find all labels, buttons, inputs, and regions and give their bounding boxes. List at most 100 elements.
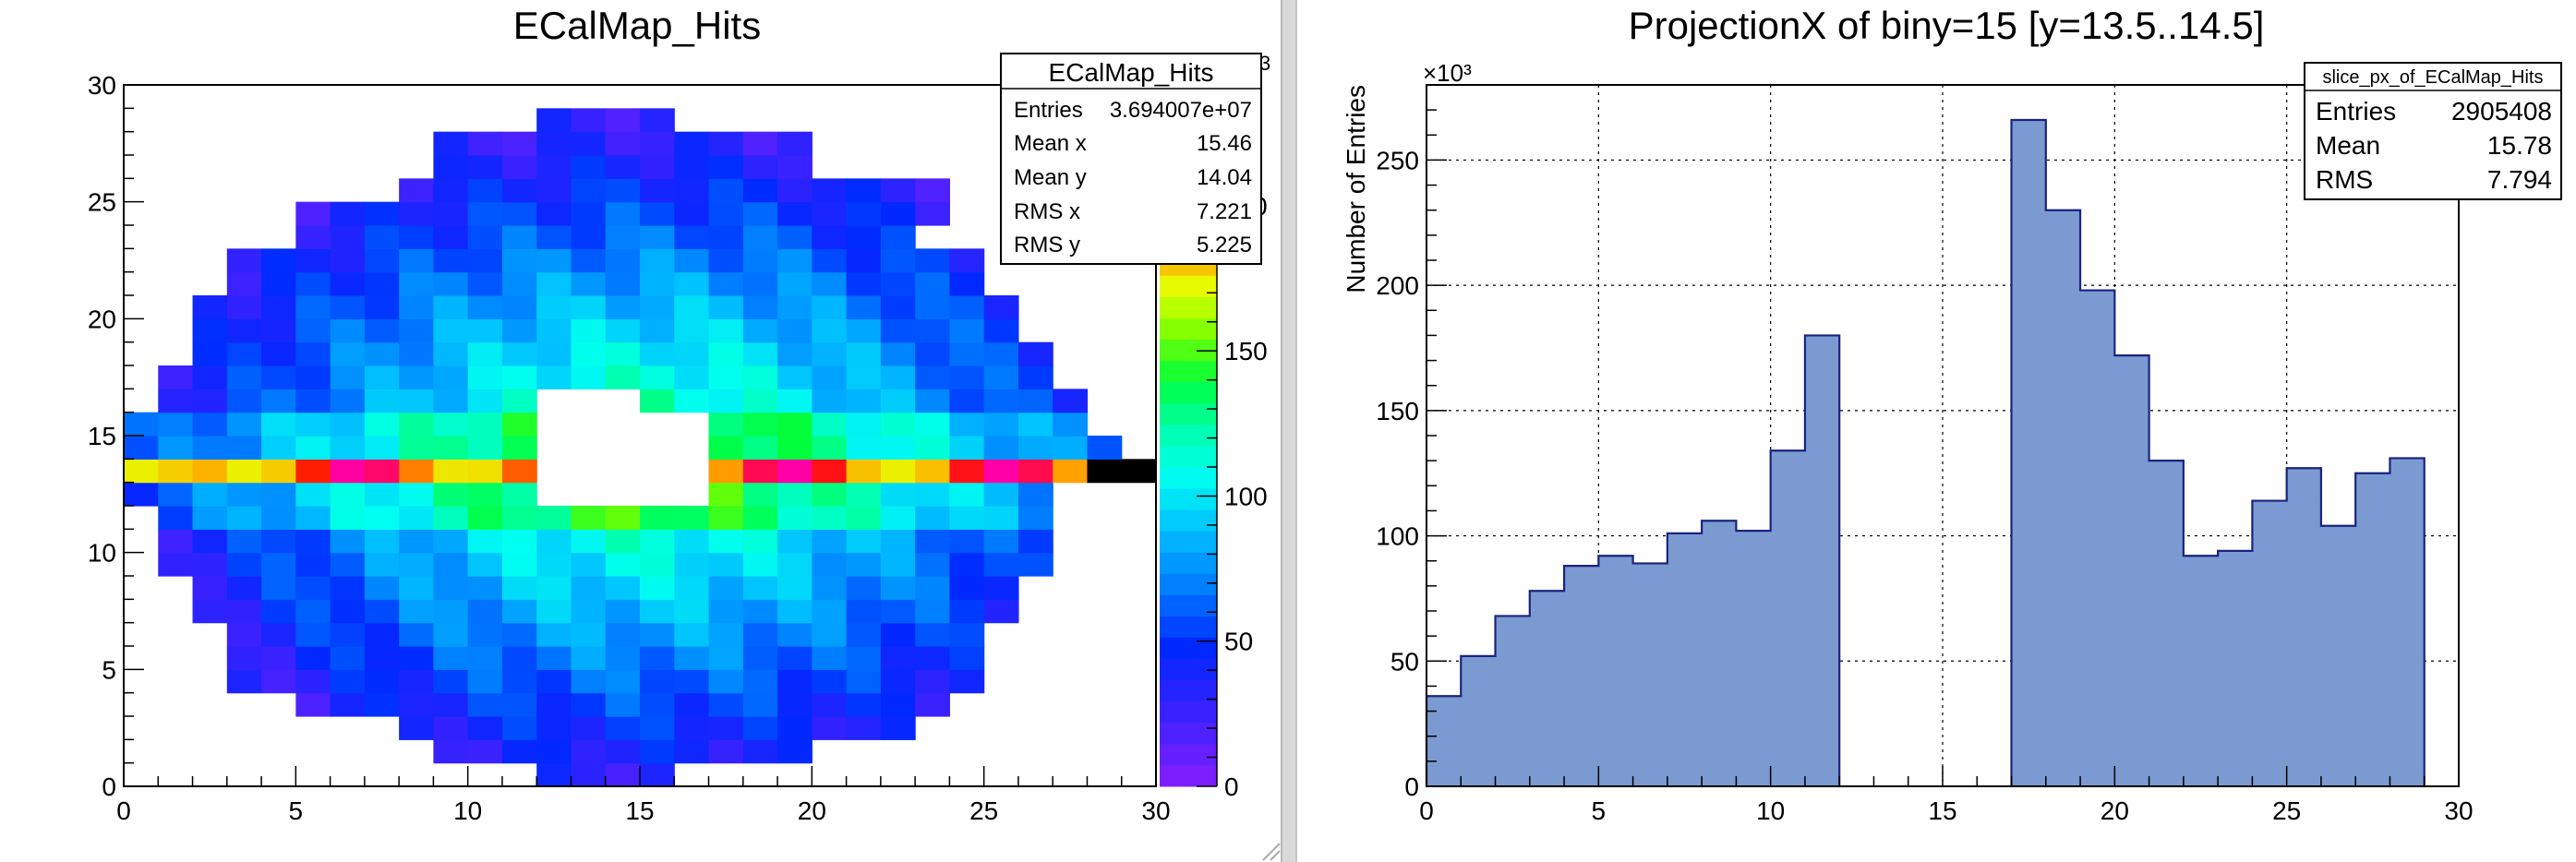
palette-tick-label: 150 [1224,337,1268,365]
projection-panel: ProjectionX of biny=15 [y=13.5..14.5] 0 5… [1342,4,2562,825]
heatmap-cell [501,576,537,600]
heatmap-cell [640,576,675,600]
palette-swatch [1160,424,1217,447]
heatmap-cell [536,716,572,740]
heatmap-cell [295,459,331,484]
heatmap-cell [571,716,607,740]
palette-swatch [1160,594,1217,617]
heatmap-cell [364,271,400,296]
heatmap-cell [295,506,331,530]
histogram-bar [2149,461,2185,786]
heatmap-cell [880,248,916,273]
heatmap-cell [192,318,228,343]
heatmap-cell [295,271,331,296]
resize-grip-icon[interactable] [1262,843,1281,861]
heatmap-cell [846,482,882,507]
projection-y-tick-label: 250 [1376,146,1419,174]
palette-tick-label: 0 [1224,772,1239,801]
heatmap-cell [226,412,262,437]
heatmap-cell [399,389,434,413]
heatmap-cell [330,506,366,530]
heatmap-cell [501,155,537,179]
palette-swatch [1160,743,1217,766]
heatmap-cell [330,529,366,554]
heatmap-cell [949,271,985,296]
heatmap-cell [949,622,985,647]
heatmap-cell [812,436,848,460]
heatmap-cell [742,739,778,764]
heatmap-cell [226,318,262,343]
projection-x-tick-label: 20 [2101,796,2129,825]
projection-ylabel: Number of Entries [1342,85,1370,293]
heatmap-cell [605,762,641,787]
heatmap-cell [467,529,503,554]
heatmap-cell [330,295,366,319]
heatmap-cell [399,271,434,296]
heatmap-cell [536,622,572,647]
projection-x-tick-label: 10 [1756,796,1785,825]
heatmap-cell [364,295,400,319]
panel-splitter[interactable] [1282,0,1296,862]
heatmap-cell [261,646,296,670]
heatmap-cell [501,412,537,437]
heatmap-cell [536,365,572,389]
heatmap-cell [571,155,607,179]
heatmap-cell [846,271,882,296]
heatmap-cell [330,552,366,577]
heatmap-cell [295,225,331,249]
heatmap-cell [295,365,331,389]
heatmap-cell [433,341,469,366]
heatmap-cell [742,389,778,413]
heatmap-cell [158,412,194,437]
heatmap-y-tick-label: 30 [88,71,116,100]
histogram-bar [2218,550,2253,786]
heatmap-stats-title: ECalMap_Hits [1049,58,1214,87]
histogram-bar [1804,335,1840,786]
heatmap-title: ECalMap_Hits [513,4,761,47]
heatmap-cell [1017,459,1053,484]
heatmap-y-tick-label: 10 [88,539,116,568]
heatmap-x-tick-label: 20 [798,796,826,825]
heatmap-cell [433,436,469,460]
histogram-bar [2355,473,2390,786]
heatmap-cell [812,178,848,203]
heatmap-cell [536,552,572,577]
heatmap-cell [880,412,916,437]
heatmap-cell [983,436,1019,460]
heatmap-cell [192,341,228,366]
heatmap-cell [261,365,296,389]
heatmap-cell [571,248,607,273]
heatmap-cell [846,318,882,343]
heatmap-cell [915,341,950,366]
heatmap-cell [433,155,469,179]
heatmap-cell [708,155,744,179]
heatmap-cell [330,436,366,460]
heatmap-cell [674,552,710,577]
heatmap-cell [467,178,503,203]
heatmap-cell [983,389,1019,413]
heatmap-cell [605,646,641,670]
heatmap-cell [605,552,641,577]
heatmap-cell [605,692,641,717]
projection-stats-value: 7.794 [2487,165,2552,194]
heatmap-cell [640,271,675,296]
heatmap-cell [777,201,813,226]
heatmap-cell [433,716,469,740]
heatmap-cell [536,155,572,179]
heatmap-cell [708,318,744,343]
heatmap-cell [915,459,950,484]
heatmap-cell [192,365,228,389]
heatmap-cell [192,599,228,624]
heatmap-cell [467,365,503,389]
heatmap-cell [1053,459,1089,484]
palette-swatch [1160,445,1217,468]
heatmap-cell [261,622,296,647]
heatmap-cell [192,529,228,554]
heatmap-cell [501,318,537,343]
heatmap-cell [399,318,434,343]
heatmap-cell [433,271,469,296]
heatmap-cell [261,341,296,366]
heatmap-cell [812,201,848,226]
palette-swatch [1160,275,1217,297]
heatmap-cell [777,576,813,600]
